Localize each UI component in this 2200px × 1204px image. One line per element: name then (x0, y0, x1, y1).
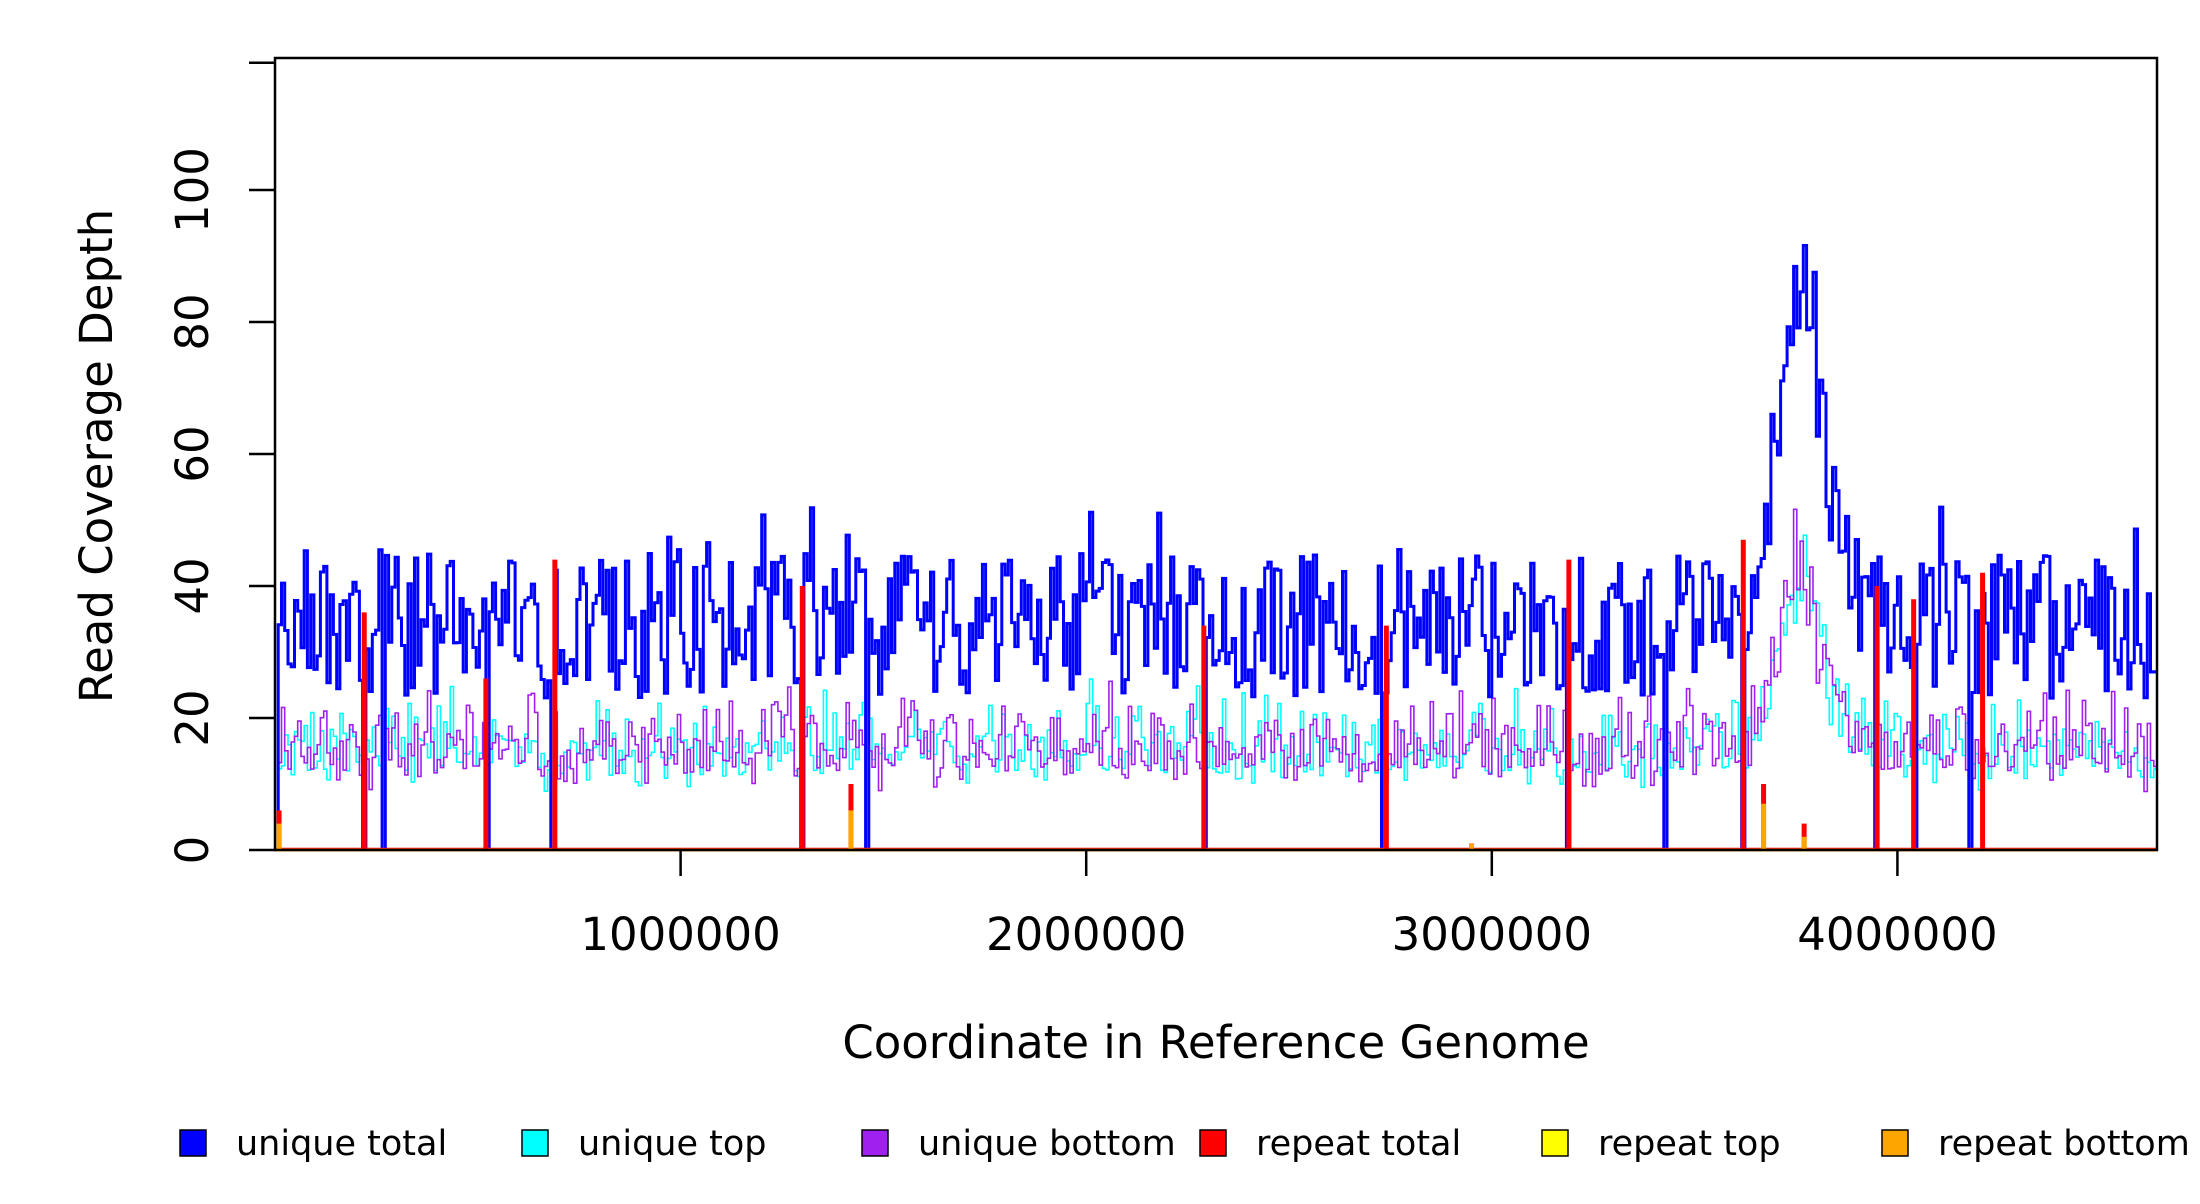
series-unique-bottom-line (275, 508, 2157, 851)
axes-layer: 0 20 40 60 80 100 1000000 2000000 3000000 4000000 (166, 61, 1998, 961)
series-unique-top-line (275, 534, 2157, 851)
legend-swatch-repeat-total (1199, 1129, 1227, 1157)
legend: unique total unique top unique bottom repea… (179, 1124, 2190, 1164)
series-layer (275, 244, 2157, 852)
y-tick-label: 40 (166, 557, 219, 614)
x-axis-title: Coordinate in Reference Genome (842, 1016, 1589, 1069)
x-tick-label: 1000000 (580, 908, 780, 961)
legend-swatch-repeat-top (1541, 1129, 1569, 1157)
y-axis-title: Read Coverage Depth (70, 209, 123, 703)
y-tick-label: 0 (166, 836, 219, 865)
legend-label-repeat-total: repeat total (1256, 1124, 1461, 1164)
legend-label-unique-top: unique top (578, 1124, 767, 1164)
legend-label-unique-total: unique total (236, 1124, 447, 1164)
legend-label-unique-bottom: unique bottom (918, 1124, 1176, 1164)
y-tick-label: 60 (166, 425, 219, 482)
legend-label-repeat-bottom: repeat bottom (1938, 1124, 2190, 1164)
repeat-layer (275, 539, 2157, 852)
series-unique-total-line (275, 244, 2157, 852)
y-tick-label: 100 (166, 147, 219, 233)
x-tick-label: 3000000 (1392, 908, 1592, 961)
legend-swatch-repeat-bottom (1881, 1129, 1909, 1157)
y-tick-label: 20 (166, 689, 219, 746)
x-tick-label: 4000000 (1797, 908, 1997, 961)
legend-swatch-unique-bottom (861, 1129, 889, 1157)
legend-swatch-unique-top (521, 1129, 549, 1157)
x-tick-label: 2000000 (986, 908, 1186, 961)
y-tick-label: 80 (166, 293, 219, 350)
legend-label-repeat-top: repeat top (1598, 1124, 1781, 1164)
legend-swatch-unique-total (179, 1129, 207, 1157)
